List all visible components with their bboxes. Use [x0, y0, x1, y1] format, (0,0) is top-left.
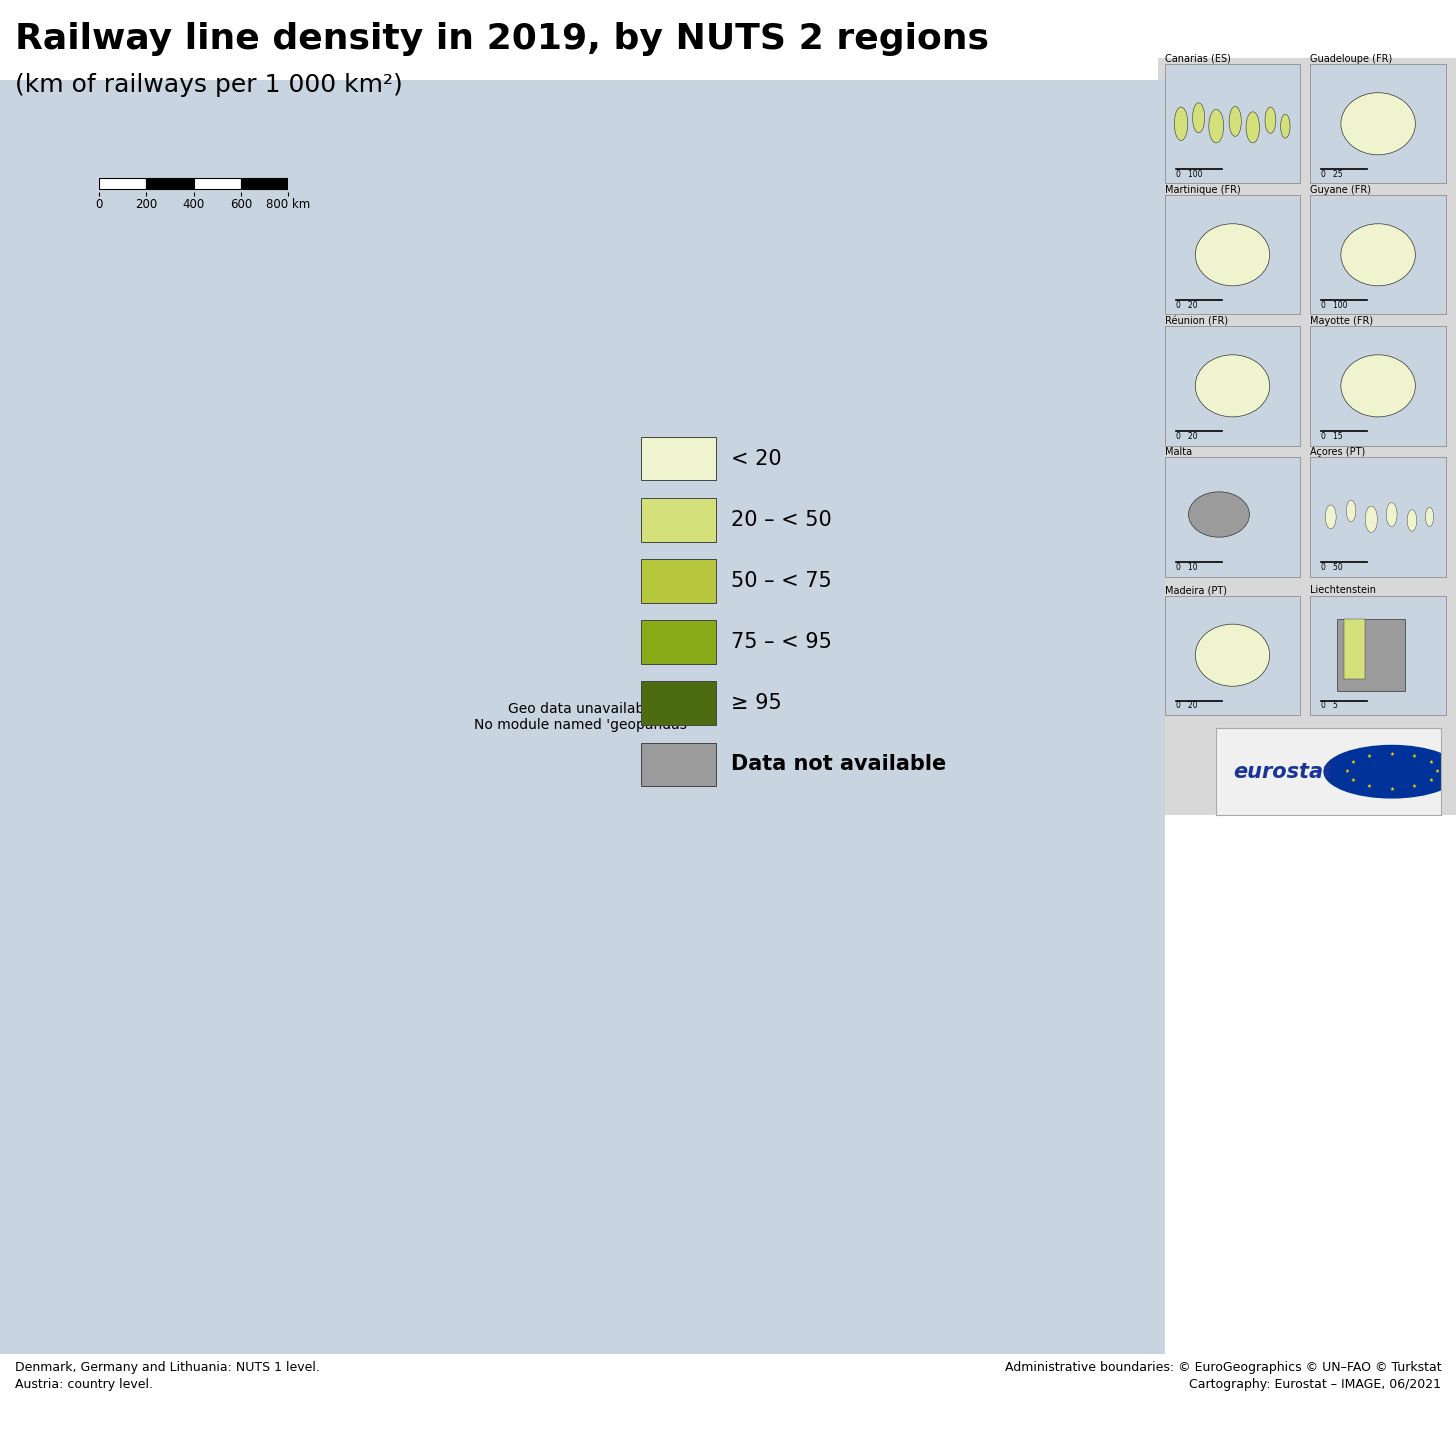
Text: Canarias (ES): Canarias (ES)	[1165, 54, 1230, 64]
Ellipse shape	[1347, 501, 1356, 521]
Text: Denmark, Germany and Lithuania: NUTS 1 level.
Austria: country level.: Denmark, Germany and Lithuania: NUTS 1 l…	[15, 1361, 319, 1392]
Text: 0   25: 0 25	[1321, 170, 1342, 179]
Text: ★: ★	[1412, 785, 1417, 789]
Ellipse shape	[1195, 625, 1270, 686]
Bar	[242, 178, 288, 189]
Text: < 20: < 20	[731, 448, 782, 469]
Text: Réunion (FR): Réunion (FR)	[1165, 316, 1227, 326]
Ellipse shape	[1341, 93, 1415, 154]
Text: (km of railways per 1 000 km²): (km of railways per 1 000 km²)	[15, 73, 402, 96]
Text: ★: ★	[1344, 769, 1350, 775]
Bar	[1344, 619, 1364, 678]
Ellipse shape	[1229, 106, 1242, 137]
Text: ★: ★	[1428, 778, 1433, 783]
Text: Guadeloupe (FR): Guadeloupe (FR)	[1310, 54, 1392, 64]
Text: 0   100: 0 100	[1321, 301, 1348, 310]
Text: Railway line density in 2019, by NUTS 2 regions: Railway line density in 2019, by NUTS 2 …	[15, 22, 989, 55]
Bar	[99, 178, 146, 189]
Text: ★: ★	[1350, 778, 1356, 783]
Text: 0   50: 0 50	[1321, 563, 1342, 572]
Text: 75 – < 95: 75 – < 95	[731, 632, 831, 652]
Text: Açores (PT): Açores (PT)	[1310, 447, 1366, 457]
Ellipse shape	[1386, 502, 1398, 527]
Text: Liechtenstein: Liechtenstein	[1310, 585, 1376, 596]
Text: Guyane (FR): Guyane (FR)	[1310, 185, 1372, 195]
Text: 50 – < 75: 50 – < 75	[731, 571, 831, 591]
Ellipse shape	[1366, 507, 1377, 533]
Text: Administrative boundaries: © EuroGeographics © UN–FAO © Turkstat
Cartography: Eu: Administrative boundaries: © EuroGeograp…	[1005, 1361, 1441, 1392]
Ellipse shape	[1406, 510, 1417, 531]
Text: Martinique (FR): Martinique (FR)	[1165, 185, 1241, 195]
Text: ★: ★	[1434, 769, 1440, 775]
Circle shape	[1324, 745, 1456, 798]
Ellipse shape	[1175, 108, 1188, 140]
Text: 0   10: 0 10	[1175, 563, 1197, 572]
Text: Madeira (PT): Madeira (PT)	[1165, 585, 1227, 596]
Text: 0   15: 0 15	[1321, 432, 1342, 441]
Ellipse shape	[1208, 109, 1223, 143]
Text: ★: ★	[1389, 751, 1395, 757]
Bar	[1338, 619, 1405, 692]
Text: Geo data unavailable
No module named 'geopandas': Geo data unavailable No module named 'ge…	[475, 702, 690, 732]
Ellipse shape	[1246, 112, 1259, 143]
Ellipse shape	[1325, 505, 1337, 529]
Text: Malta: Malta	[1165, 447, 1192, 457]
Text: 0   20: 0 20	[1175, 301, 1197, 310]
Text: 0   20: 0 20	[1175, 432, 1197, 441]
Text: ★: ★	[1367, 785, 1372, 789]
Ellipse shape	[1195, 355, 1270, 416]
Text: ★: ★	[1389, 786, 1395, 792]
Bar	[194, 178, 242, 189]
Bar	[146, 178, 194, 189]
Ellipse shape	[1265, 108, 1275, 134]
Text: 0   5: 0 5	[1321, 702, 1338, 711]
Text: ★: ★	[1428, 760, 1433, 766]
Text: ★: ★	[1350, 760, 1356, 766]
Text: 0   100: 0 100	[1175, 170, 1203, 179]
Ellipse shape	[1425, 507, 1434, 527]
Ellipse shape	[1192, 103, 1204, 132]
Ellipse shape	[1188, 492, 1249, 537]
Text: eurostat: eurostat	[1233, 761, 1334, 782]
Text: 0   20: 0 20	[1175, 702, 1197, 711]
Text: Mayotte (FR): Mayotte (FR)	[1310, 316, 1373, 326]
Text: Data not available: Data not available	[731, 754, 946, 775]
Text: ★: ★	[1367, 754, 1372, 759]
Text: ≥ 95: ≥ 95	[731, 693, 782, 713]
Ellipse shape	[1341, 355, 1415, 416]
Text: 20 – < 50: 20 – < 50	[731, 510, 831, 530]
Ellipse shape	[1281, 114, 1290, 138]
Ellipse shape	[1195, 224, 1270, 285]
Ellipse shape	[1341, 224, 1415, 285]
Text: ★: ★	[1412, 754, 1417, 759]
